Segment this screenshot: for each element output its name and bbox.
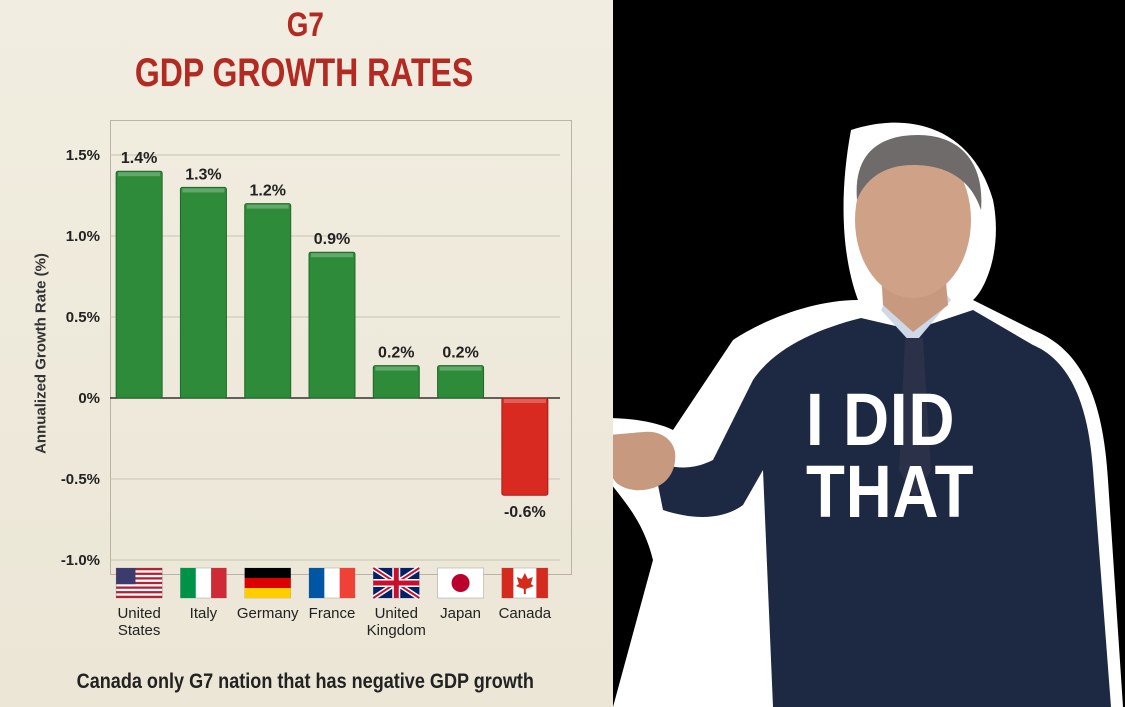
- bar: [308, 251, 356, 399]
- pointing-hand: [613, 431, 676, 491]
- flag-us-icon: [115, 567, 163, 599]
- bar: [437, 365, 485, 399]
- flag-canada-icon: [501, 567, 549, 599]
- chart-title-line1: G7: [286, 6, 324, 44]
- bar-highlight: [246, 204, 289, 209]
- pointing-person-photo: [613, 0, 1125, 707]
- category-label: Kingdom: [367, 622, 426, 639]
- chart-title-line2: GDP GROWTH RATES: [134, 51, 474, 95]
- y-tick-label: 0%: [78, 390, 100, 407]
- category-label: Germany: [237, 605, 299, 622]
- slogan-line1: I DID: [806, 378, 956, 461]
- y-tick-label: 1.0%: [66, 228, 100, 245]
- category-label: France: [309, 605, 356, 622]
- chart-caption: Canada only G7 nation that has negative …: [76, 670, 534, 693]
- data-label: 1.3%: [185, 166, 221, 183]
- bar: [115, 170, 163, 399]
- category-label: United: [375, 605, 418, 622]
- suit-jacket: [653, 310, 1111, 707]
- bar-highlight: [182, 188, 225, 193]
- y-axis-label: Annualized Growth Rate (%): [32, 253, 50, 454]
- bar-highlight: [311, 253, 353, 258]
- data-label: 0.9%: [314, 231, 350, 248]
- flag-france-icon: [308, 567, 356, 599]
- flag-uk-icon: [371, 565, 421, 601]
- data-label: -0.6%: [504, 504, 546, 521]
- bar-highlight: [439, 366, 482, 371]
- flag-italy-icon: [180, 567, 227, 599]
- data-label: 1.4%: [121, 150, 157, 167]
- category-label: States: [118, 622, 161, 639]
- hair: [856, 135, 982, 210]
- category-label: Italy: [190, 605, 218, 622]
- flag-japan-icon: [437, 567, 484, 599]
- bar: [244, 203, 292, 399]
- bar-highlight: [118, 172, 161, 177]
- y-tick-label: 1.5%: [66, 147, 100, 164]
- category-label: United: [117, 605, 160, 622]
- y-tick-label: 0.5%: [66, 309, 100, 326]
- bar: [372, 365, 420, 399]
- slogan-text: I DID THAT: [806, 378, 995, 533]
- data-label: 1.2%: [249, 183, 285, 200]
- bar-highlight: [375, 366, 418, 371]
- category-label: Japan: [440, 605, 481, 622]
- face: [855, 142, 971, 298]
- flag-germany-icon: [244, 567, 291, 599]
- category-label: Canada: [499, 605, 552, 622]
- data-label: 0.2%: [442, 345, 478, 362]
- data-label: 0.2%: [378, 345, 414, 362]
- y-tick-label: -0.5%: [61, 471, 100, 488]
- necktie: [899, 338, 931, 500]
- bar-chart: 1.5%1.0%0.5%0%-0.5%-1.0%1.4%UnitedStates…: [61, 147, 560, 639]
- bar-highlight: [503, 399, 546, 403]
- y-tick-label: -1.0%: [61, 552, 100, 569]
- slogan-line2: THAT: [806, 450, 975, 533]
- chart-panel: G7 GDP GROWTH RATES 1.5% 1.0% 0.5% 0% -0.5% -…: [0, 0, 613, 707]
- bar: [179, 186, 227, 399]
- bar: [501, 397, 549, 496]
